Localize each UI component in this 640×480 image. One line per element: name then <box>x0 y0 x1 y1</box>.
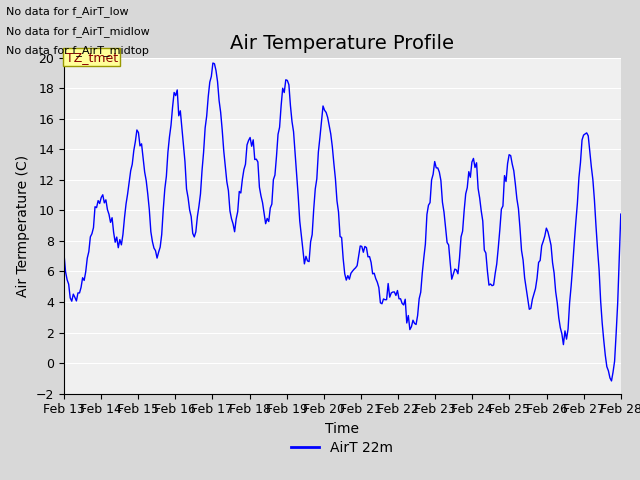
Text: No data for f_AirT_low: No data for f_AirT_low <box>6 6 129 17</box>
Y-axis label: Air Termperature (C): Air Termperature (C) <box>17 155 30 297</box>
Legend: AirT 22m: AirT 22m <box>286 435 399 461</box>
Text: No data for f_AirT_midlow: No data for f_AirT_midlow <box>6 25 150 36</box>
Title: Air Temperature Profile: Air Temperature Profile <box>230 34 454 53</box>
Text: TZ_tmet: TZ_tmet <box>66 51 118 64</box>
Text: No data for f_AirT_midtop: No data for f_AirT_midtop <box>6 45 149 56</box>
X-axis label: Time: Time <box>325 422 360 436</box>
